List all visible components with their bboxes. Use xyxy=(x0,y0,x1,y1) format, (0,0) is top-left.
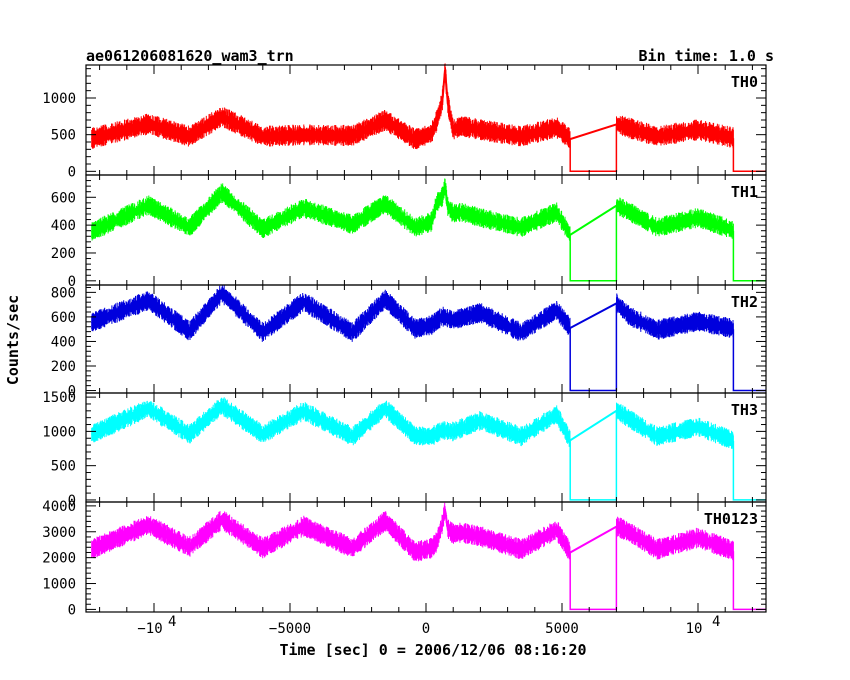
panel-frame-th0 xyxy=(85,64,767,176)
bin-time-label: Bin time: 1.0 s xyxy=(639,47,774,65)
y-tick-label-th0123: 2000 xyxy=(42,551,76,567)
y-tick-label-th2: 800 xyxy=(51,285,76,301)
series-noise-th2 xyxy=(91,284,734,342)
series-gap-th2 xyxy=(569,303,766,392)
x-axis-label: Time [sec] 0 = 2006/12/06 08:16:20 xyxy=(279,641,586,659)
series-gap-th3 xyxy=(569,410,766,501)
y-tick-label-th0123: 1000 xyxy=(42,577,76,593)
series-label-th1: TH1 xyxy=(731,183,758,201)
y-tick-label-th0: 500 xyxy=(51,128,76,144)
y-tick-label-th0: 1000 xyxy=(42,91,76,107)
panel-th1: 0 200 400 600 TH1 xyxy=(51,174,767,290)
y-tick-label-th1: 400 xyxy=(51,218,76,234)
y-tick-label-th0123: 3000 xyxy=(42,525,76,541)
series-line-th3 xyxy=(90,404,734,442)
series-noise-th0123 xyxy=(91,502,734,562)
series-noise-th1 xyxy=(91,178,734,242)
panel-th2: 0 200 400 600 800 TH2 xyxy=(51,284,767,400)
y-tick-label-th3: 1000 xyxy=(42,424,76,440)
y-tick-label-th1: 0 xyxy=(68,274,76,290)
series-label-th0: TH0 xyxy=(731,73,758,91)
y-tick-label-th3: 0 xyxy=(68,493,76,509)
y-tick-label-th3: 1500 xyxy=(42,390,76,406)
series-label-th0123: TH0123 xyxy=(704,510,758,528)
panel-th3: 0 500 1000 1500 TH3 xyxy=(42,390,767,509)
x-tick-label: 0 xyxy=(422,621,430,637)
y-tick-label-th0123: 0 xyxy=(68,602,76,618)
series-line-th2 xyxy=(91,292,734,335)
plot-title: ae061206081620_wam3_trn xyxy=(86,47,294,65)
y-tick-label-th0: 0 xyxy=(68,164,76,180)
x-tick-label: 10 xyxy=(686,621,703,637)
x-tick-label: 5000 xyxy=(545,621,579,637)
y-axis-label: Counts/sec xyxy=(4,295,22,385)
y-tick-label-th0123: 4000 xyxy=(42,499,76,515)
y-tick-label-th2: 400 xyxy=(51,334,76,350)
y-tick-label-th2: 200 xyxy=(51,359,76,375)
x-tick-label-exponent: 4 xyxy=(168,614,176,630)
x-tick-label-exponent: 4 xyxy=(712,614,720,630)
series-gap-th0 xyxy=(569,124,766,173)
y-tick-label-th1: 200 xyxy=(51,246,76,262)
series-label-th2: TH2 xyxy=(731,293,758,311)
panel-th0123: 0 1000 2000 3000 4000 TH0123 xyxy=(42,499,767,618)
y-tick-label-th1: 600 xyxy=(51,190,76,206)
panel-frame-th3 xyxy=(85,392,767,503)
panels-group: 0 500 1000 TH0 0 200 400 600 TH1 0 200 400 600 800 TH2… xyxy=(42,63,767,618)
series-gap-th1 xyxy=(569,205,766,282)
x-tick-label: −10 xyxy=(137,621,162,637)
x-tick-label: −5000 xyxy=(269,621,311,637)
y-tick-label-th3: 500 xyxy=(51,459,76,475)
panel-th0: 0 500 1000 TH0 xyxy=(42,63,767,180)
series-gap-th0123 xyxy=(569,526,766,611)
y-tick-label-th2: 600 xyxy=(51,310,76,326)
x-axis: −10 4 −5000 0 5000 10 4 xyxy=(137,614,720,637)
series-label-th3: TH3 xyxy=(731,401,758,419)
y-tick-label-th2: 0 xyxy=(68,384,76,400)
